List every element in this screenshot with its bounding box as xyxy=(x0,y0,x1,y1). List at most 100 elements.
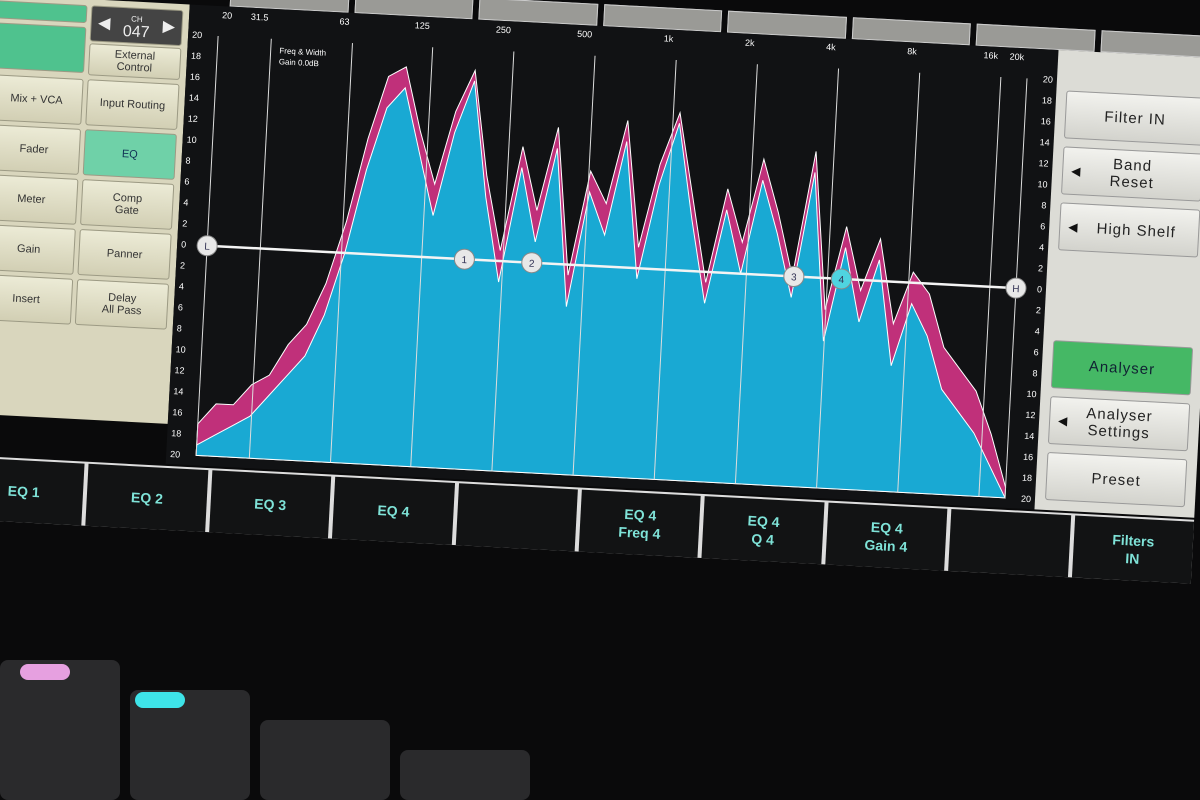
channel-number: 047 xyxy=(122,23,150,42)
db-label-left: 14 xyxy=(189,93,200,104)
eq-node-label: H xyxy=(1012,284,1020,295)
freq-label: 20k xyxy=(1009,51,1025,62)
prev-channel-icon[interactable]: ◀ xyxy=(97,14,111,33)
preset-button[interactable]: Preset xyxy=(1044,451,1188,508)
mix-vca-button[interactable]: Mix + VCA xyxy=(0,74,84,125)
db-label-right: 20 xyxy=(1043,74,1054,85)
softkey-filters-in[interactable]: Filters IN xyxy=(1071,515,1195,584)
console-screen: ◀ CH 047 ▶ External Control Mix + VCA In… xyxy=(0,0,1200,584)
analyser-button[interactable]: Analyser xyxy=(1050,340,1194,396)
arrow-left-icon: ◀ xyxy=(1070,163,1082,178)
db-label-right: 10 xyxy=(1037,179,1048,190)
channel-name-bar[interactable] xyxy=(0,0,88,24)
freq-label: 250 xyxy=(496,25,512,36)
analyser-settings-button[interactable]: ◀ Analyser Settings xyxy=(1047,396,1191,452)
db-label-left: 20 xyxy=(192,30,203,41)
db-label-left: 8 xyxy=(177,323,183,333)
db-label-right: 8 xyxy=(1032,368,1038,378)
channel-selector[interactable]: ◀ CH 047 ▶ xyxy=(89,5,184,47)
db-label-left: 10 xyxy=(175,344,186,355)
freq-label: 125 xyxy=(415,20,431,31)
softkey-eq1[interactable]: EQ 1 xyxy=(0,457,85,526)
eq-node-handle[interactable] xyxy=(521,252,543,274)
softkey-eq4[interactable]: EQ 4 xyxy=(332,476,455,545)
db-label-left: 2 xyxy=(180,260,186,270)
db-label-right: 4 xyxy=(1039,242,1045,252)
db-label-left: 10 xyxy=(186,134,197,145)
freq-label: 500 xyxy=(577,29,593,40)
analyser-spectrum xyxy=(195,80,1006,499)
db-label-right: 2 xyxy=(1036,305,1042,315)
filter-in-button[interactable]: Filter IN xyxy=(1063,90,1200,146)
eq-node-label: 4 xyxy=(838,275,845,286)
eq-response-curve xyxy=(207,244,1017,290)
db-label-right: 18 xyxy=(1042,95,1053,106)
db-label-right: 2 xyxy=(1038,263,1044,273)
softkey-blank[interactable] xyxy=(948,509,1071,578)
db-label-left: 14 xyxy=(173,386,184,397)
db-label-right: 16 xyxy=(1023,452,1034,463)
db-label-right: 4 xyxy=(1035,326,1041,336)
freq-label: 63 xyxy=(339,16,350,27)
db-label-left: 4 xyxy=(179,281,185,291)
db-label-left: 18 xyxy=(171,428,182,439)
eq-analyser-plot[interactable]: 20 31.5 63 125 250 500 1k 2k 4k 8k 16k 20k202018181… xyxy=(166,4,1059,509)
softkey-q4[interactable]: EQ 4 Q 4 xyxy=(701,496,825,565)
fader-cap[interactable] xyxy=(0,660,120,800)
eq-graph[interactable]: 20 31.5 63 125 250 500 1k 2k 4k 8k 16k 20k 20 20 18 18 1… xyxy=(165,4,1059,510)
fader-cap[interactable] xyxy=(130,690,250,800)
eq-node-handle[interactable] xyxy=(453,248,475,270)
freq-label: 31.5 xyxy=(251,12,269,23)
db-label-left: 16 xyxy=(172,407,183,418)
freq-label: 4k xyxy=(826,42,837,53)
next-channel-icon[interactable]: ▶ xyxy=(162,18,176,36)
db-label-right: 0 xyxy=(1037,284,1043,294)
softkey-blank[interactable] xyxy=(455,483,578,552)
db-label-left: 0 xyxy=(181,239,187,249)
console-hardware xyxy=(0,640,1200,800)
gain-button[interactable]: Gain xyxy=(0,223,76,275)
band-reset-button[interactable]: ◀ Band Reset xyxy=(1060,146,1200,202)
freq-label: 8k xyxy=(907,46,918,57)
high-shelf-button[interactable]: ◀ High Shelf xyxy=(1058,202,1200,258)
db-label-right: 16 xyxy=(1041,116,1052,127)
fader-cap[interactable] xyxy=(260,720,390,800)
db-label-right: 20 xyxy=(1021,494,1032,505)
panner-button[interactable]: Panner xyxy=(77,229,172,280)
comp-gate-button[interactable]: Comp Gate xyxy=(80,179,175,230)
band-reset-label: Band Reset xyxy=(1109,156,1155,193)
db-label-right: 14 xyxy=(1024,431,1035,442)
external-control-button[interactable]: External Control xyxy=(87,43,182,81)
meter-button[interactable]: Meter xyxy=(0,174,79,225)
freq-label: 2k xyxy=(745,38,756,49)
delay-all-pass-button[interactable]: Delay All Pass xyxy=(74,278,170,330)
arrow-left-icon: ◀ xyxy=(1057,412,1069,428)
db-label-left: 6 xyxy=(178,302,184,312)
softkey-eq3[interactable]: EQ 3 xyxy=(208,470,332,539)
eq-button[interactable]: EQ xyxy=(82,129,177,180)
channel-color-button[interactable] xyxy=(0,22,87,74)
arrow-left-icon: ◀ xyxy=(1067,219,1079,234)
db-label-left: 20 xyxy=(170,449,181,460)
fader-cap[interactable] xyxy=(400,750,530,800)
db-label-left: 8 xyxy=(185,155,191,165)
eq-node-handle[interactable] xyxy=(783,265,805,287)
softkey-freq4[interactable]: EQ 4 Freq 4 xyxy=(578,489,702,558)
eq-node-handle[interactable] xyxy=(196,235,218,257)
softkey-eq2[interactable]: EQ 2 xyxy=(85,463,209,532)
db-label-right: 6 xyxy=(1033,347,1039,357)
fader-button[interactable]: Fader xyxy=(0,124,82,175)
db-label-right: 12 xyxy=(1038,158,1049,169)
eq-node-handle[interactable] xyxy=(830,268,852,290)
db-label-right: 10 xyxy=(1026,389,1037,400)
softkey-gain4[interactable]: EQ 4 Gain 4 xyxy=(825,502,948,571)
db-label-right: 12 xyxy=(1025,410,1036,421)
db-label-right: 18 xyxy=(1022,473,1033,484)
eq-node-handle[interactable] xyxy=(1005,277,1027,299)
high-shelf-label: High Shelf xyxy=(1096,219,1177,241)
channel-led-cyan xyxy=(135,692,185,708)
insert-button[interactable]: Insert xyxy=(0,273,74,325)
eq-node-label: 3 xyxy=(791,272,798,283)
input-routing-button[interactable]: Input Routing xyxy=(85,79,180,130)
db-label-right: 8 xyxy=(1041,200,1047,210)
